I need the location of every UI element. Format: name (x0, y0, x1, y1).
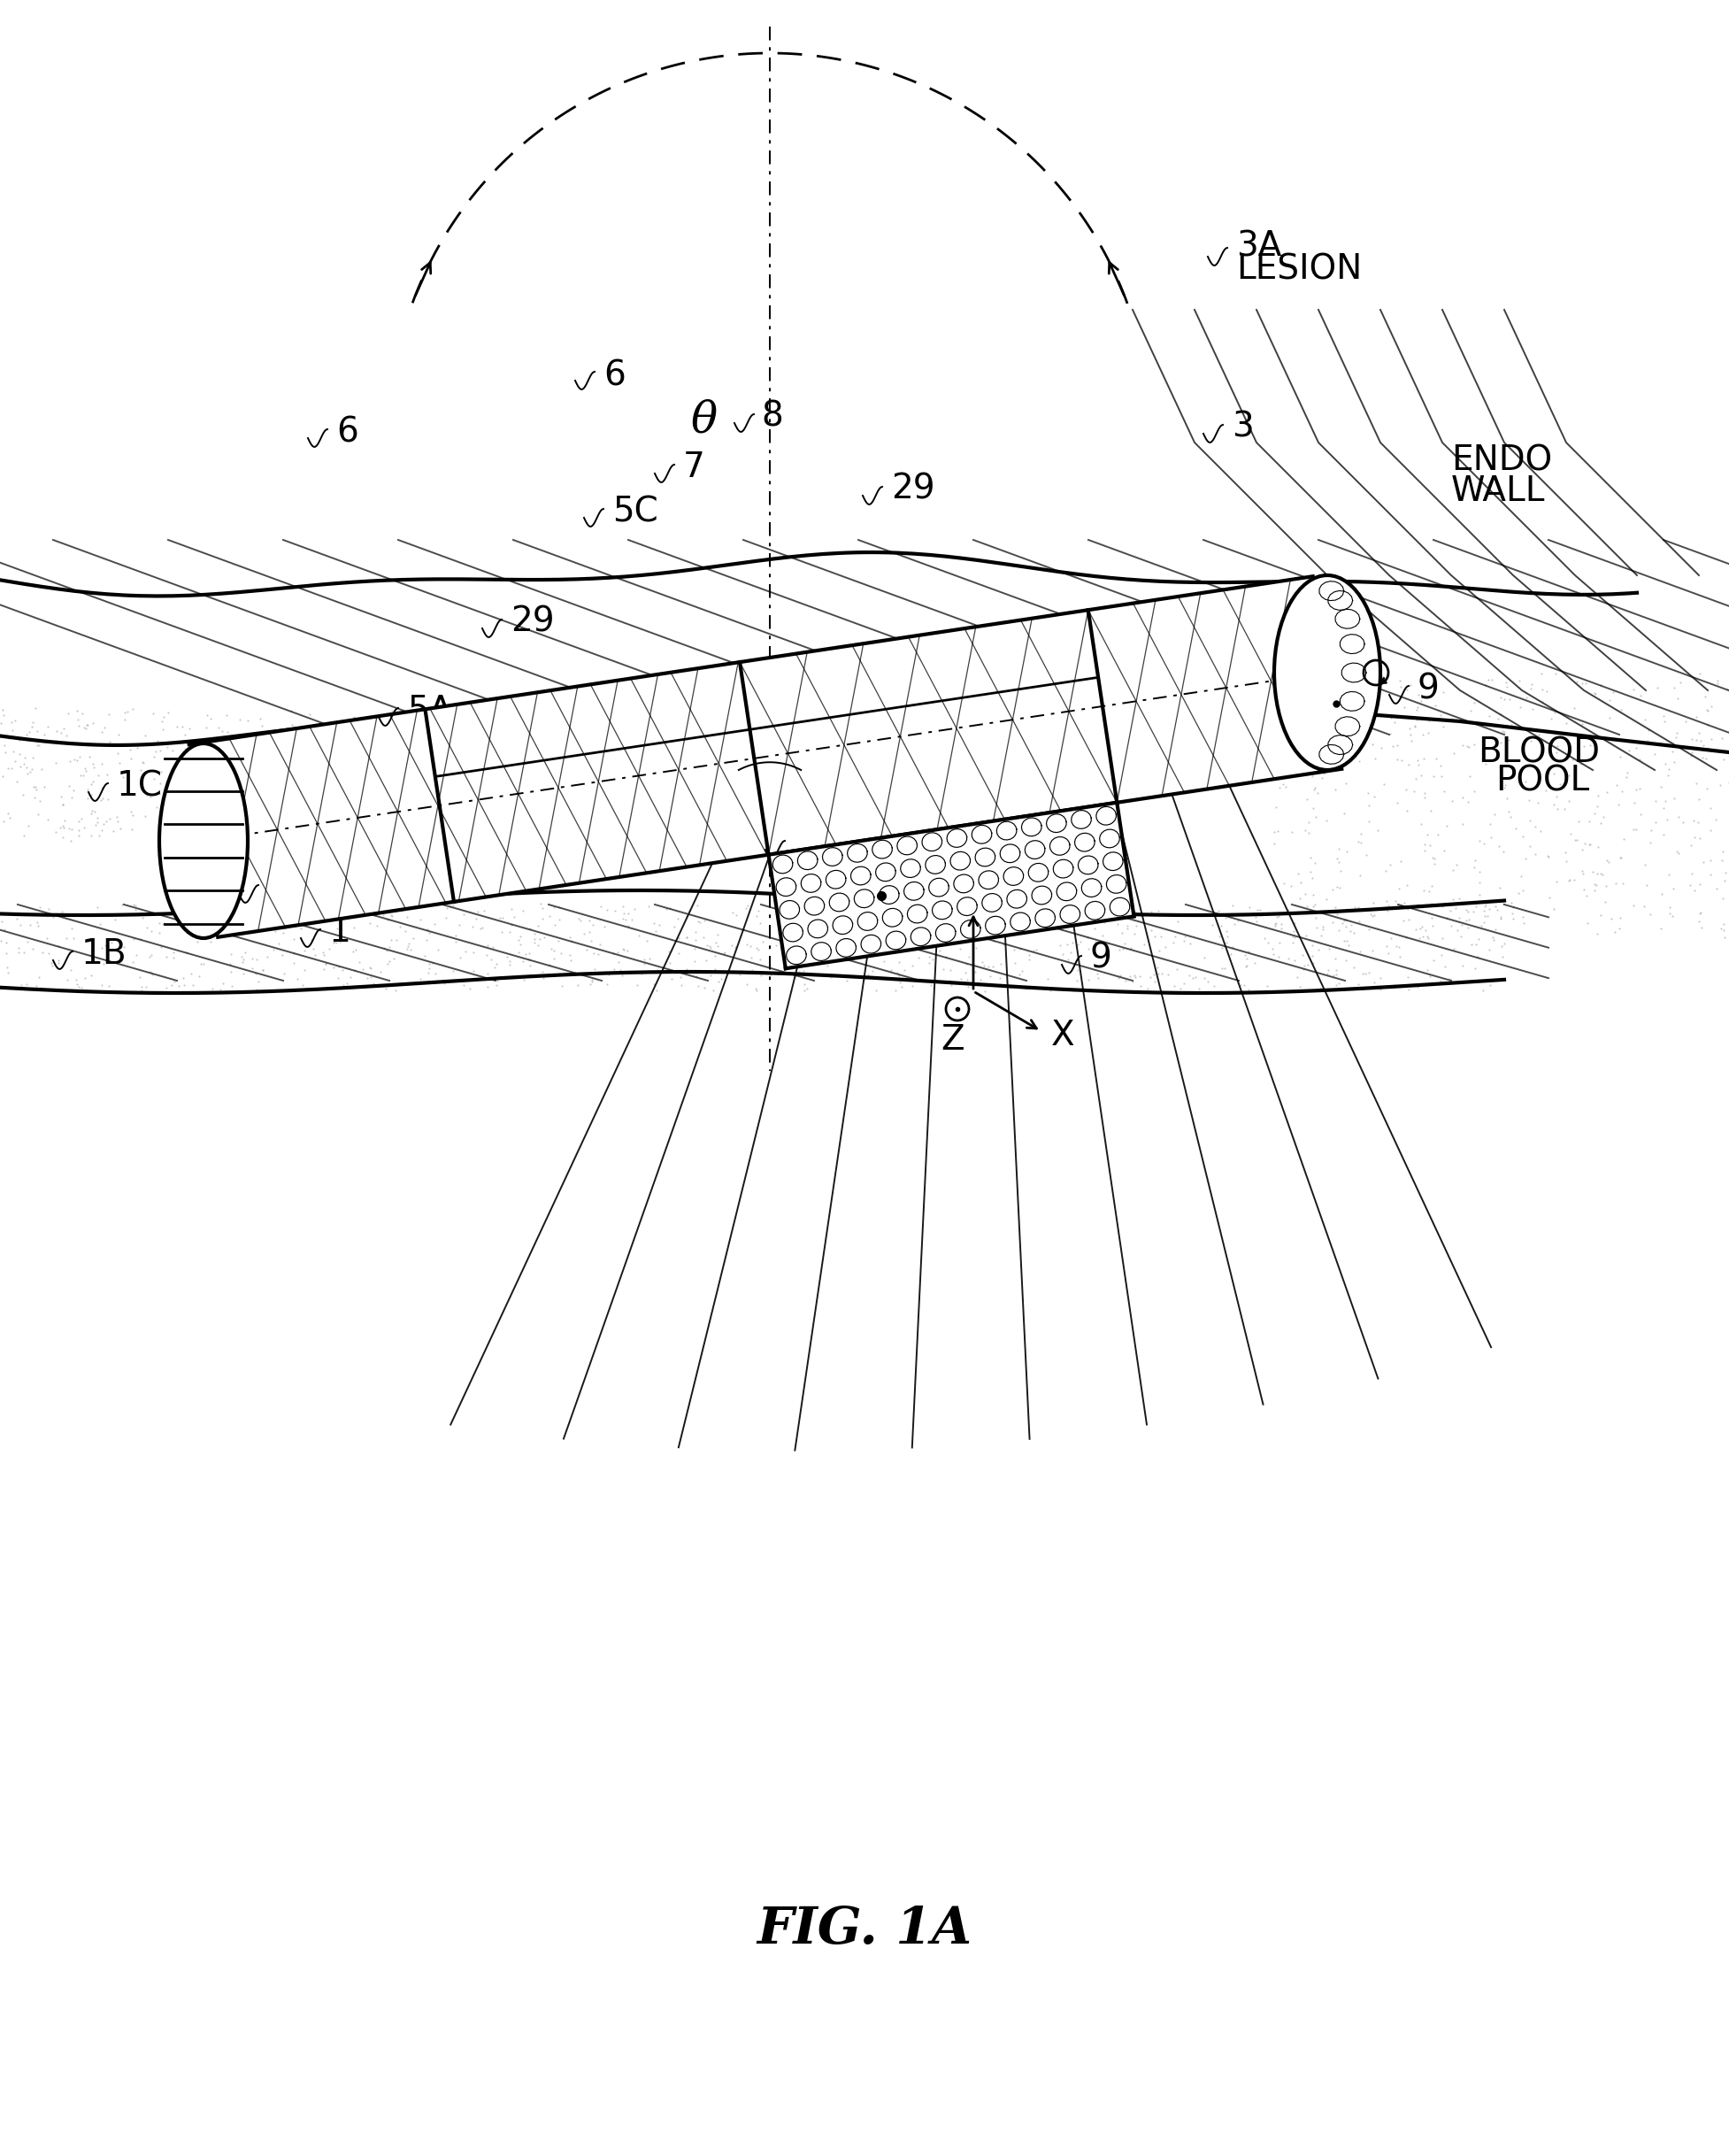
Text: BLOOD: BLOOD (1478, 735, 1599, 770)
Text: 5A: 5A (406, 694, 453, 727)
Text: ENDO: ENDO (1451, 444, 1553, 476)
Text: 29: 29 (890, 472, 935, 507)
Polygon shape (188, 576, 1342, 938)
Text: 6: 6 (603, 358, 626, 392)
Text: LESION: LESION (1236, 252, 1362, 287)
Text: 29: 29 (510, 606, 555, 638)
Ellipse shape (1274, 576, 1380, 770)
Text: 6: 6 (335, 416, 358, 448)
Text: FIG. 1A: FIG. 1A (757, 1904, 972, 1955)
Text: 1C: 1C (118, 770, 163, 802)
Text: θ: θ (690, 399, 718, 442)
Text: 5C: 5C (612, 494, 659, 528)
Text: WALL: WALL (1451, 474, 1546, 509)
Text: 9: 9 (1418, 673, 1440, 705)
Text: 5C: 5C (807, 845, 852, 877)
Ellipse shape (159, 744, 247, 938)
Text: POOL: POOL (1496, 763, 1589, 798)
Text: 3A: 3A (1236, 229, 1281, 263)
Polygon shape (769, 802, 1134, 968)
Text: Y: Y (963, 871, 984, 903)
Text: 1: 1 (329, 914, 351, 949)
Text: 1A: 1A (268, 871, 313, 906)
Text: X: X (1051, 1018, 1075, 1052)
Text: 5B: 5B (794, 826, 839, 860)
Text: 1B: 1B (81, 938, 128, 970)
Text: 8: 8 (761, 399, 783, 433)
Text: 3: 3 (1231, 410, 1254, 444)
Text: 9: 9 (1091, 942, 1112, 975)
Text: 7: 7 (683, 451, 705, 485)
Text: Z: Z (941, 1024, 965, 1056)
